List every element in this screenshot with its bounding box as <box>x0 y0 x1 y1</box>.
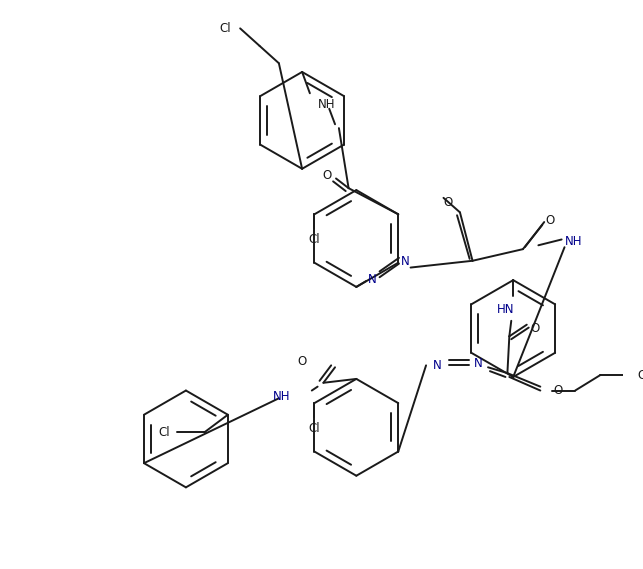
Text: Cl: Cl <box>637 369 643 382</box>
Text: NH: NH <box>318 98 335 112</box>
Text: O: O <box>545 213 555 226</box>
Text: O: O <box>298 355 307 368</box>
Text: N: N <box>474 357 483 370</box>
Text: Cl: Cl <box>309 422 320 435</box>
Text: Cl: Cl <box>309 233 320 246</box>
Text: Cl: Cl <box>158 426 170 439</box>
Text: O: O <box>444 196 453 209</box>
Text: O: O <box>530 322 539 335</box>
Text: NH: NH <box>565 235 582 248</box>
Text: N: N <box>401 255 409 268</box>
Text: N: N <box>367 273 376 286</box>
Text: N: N <box>433 359 442 372</box>
Text: O: O <box>323 169 332 182</box>
Text: O: O <box>553 384 563 397</box>
Text: Cl: Cl <box>220 22 231 35</box>
Text: NH: NH <box>273 390 291 403</box>
Text: HN: HN <box>496 303 514 316</box>
